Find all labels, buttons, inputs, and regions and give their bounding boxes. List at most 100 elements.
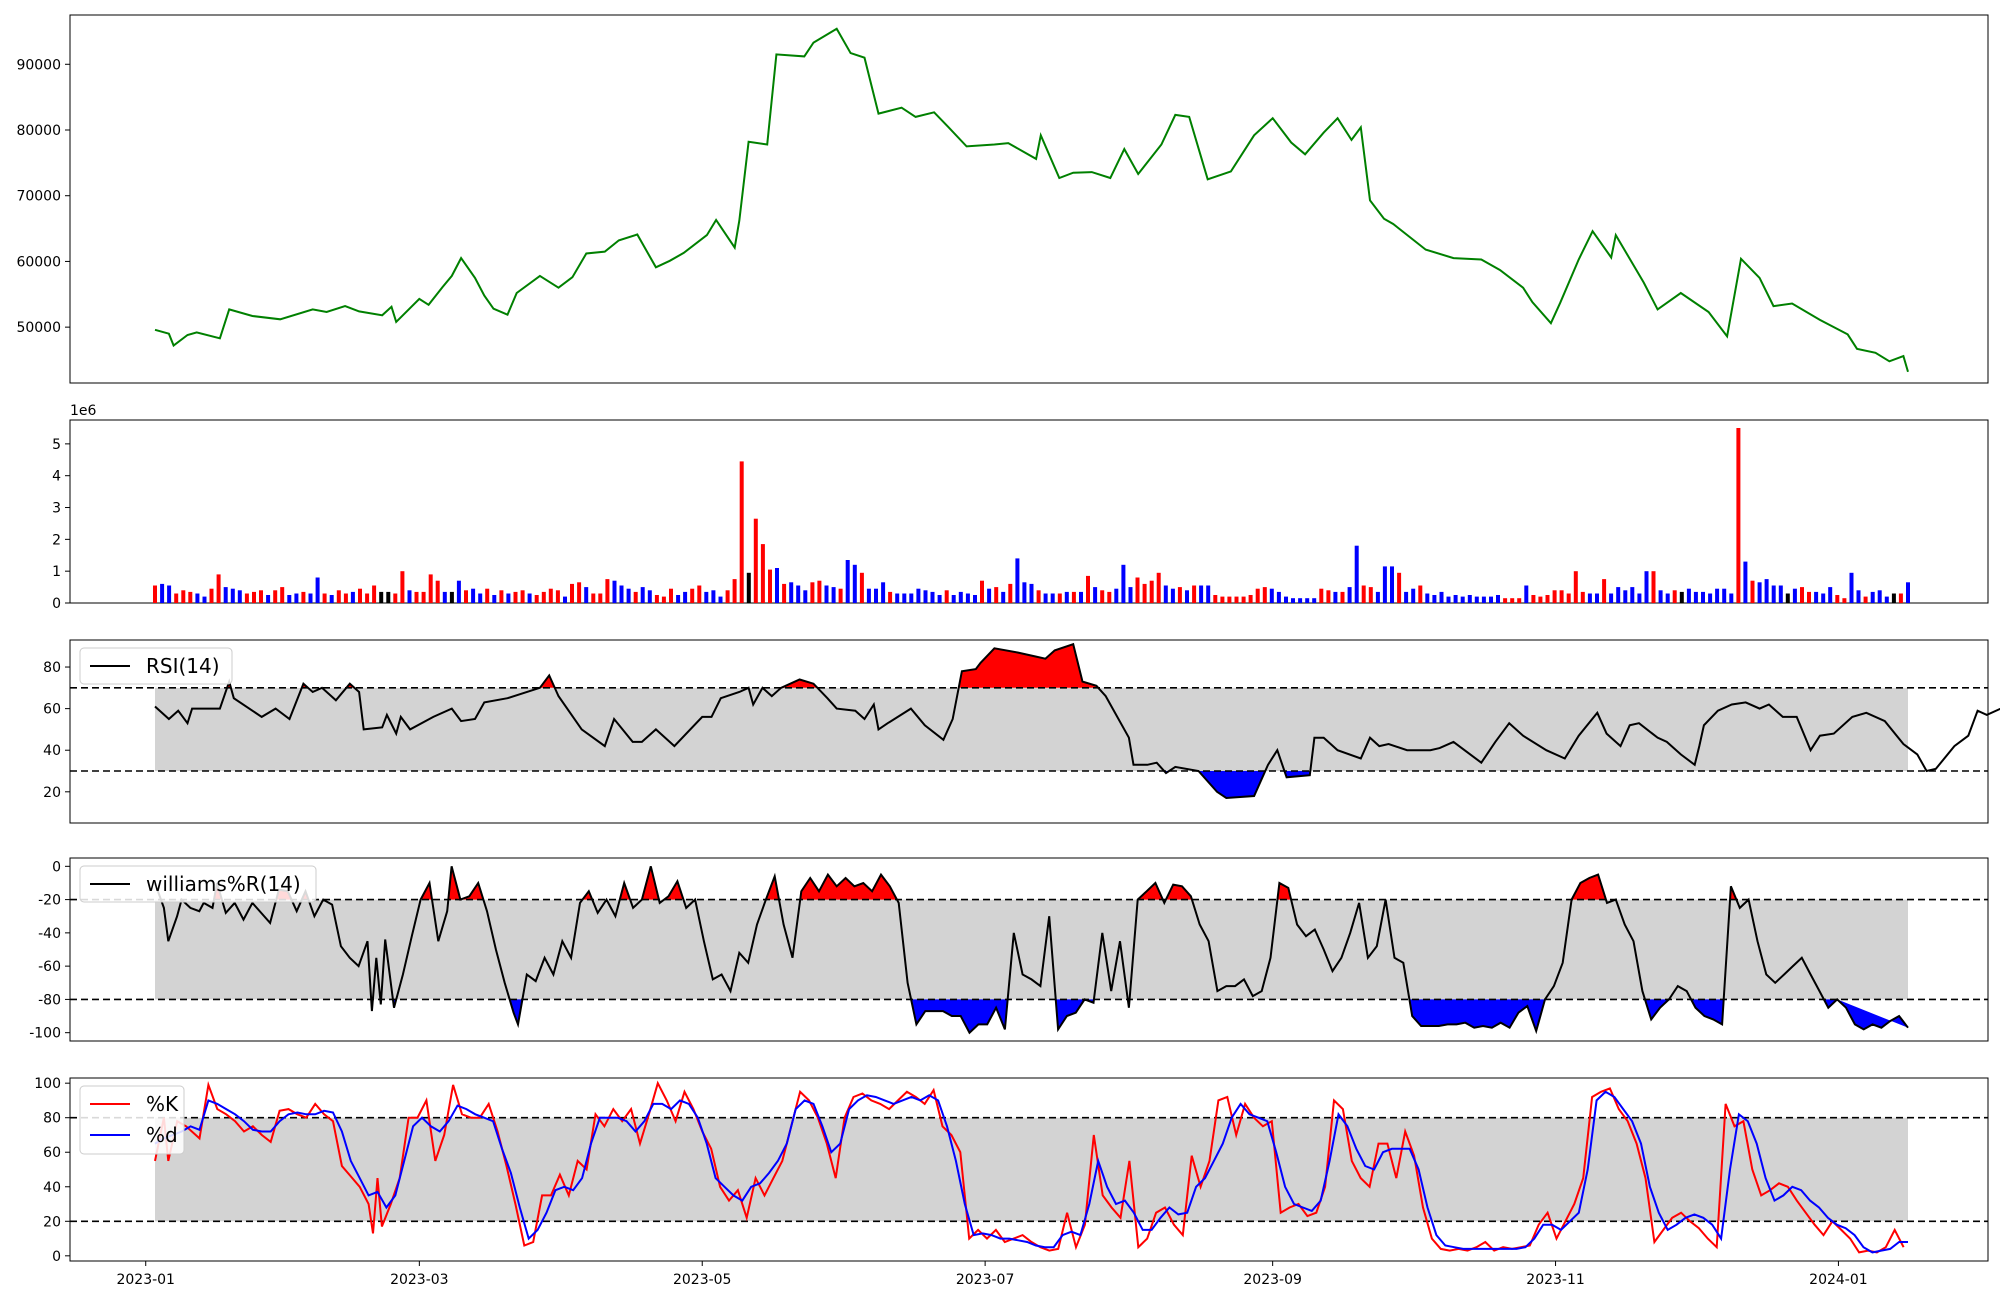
volume-bar (1220, 596, 1225, 603)
volume-bar (725, 590, 730, 603)
volume-bar (1319, 588, 1324, 603)
volume-bar (1368, 587, 1373, 603)
volume-bar (739, 461, 744, 603)
williams-overbought-fill (1277, 883, 1292, 900)
volume-bar (1086, 575, 1090, 603)
x-tick-label: 2023-01 (116, 1272, 175, 1288)
volume-bar (1057, 593, 1062, 603)
stochastic-tick-label: 60 (43, 1145, 61, 1161)
volume-bar (1679, 591, 1684, 603)
volume-bar (598, 593, 603, 603)
volume-bar (195, 593, 200, 603)
volume-bar (803, 590, 808, 603)
volume-bar (1255, 588, 1260, 603)
stochastic-line (154, 1090, 1908, 1254)
volume-bar (937, 595, 942, 603)
volume-bar (1425, 593, 1430, 603)
rsi-layer: 20 40 60 80 (43, 642, 2000, 801)
volume-bar (647, 590, 652, 603)
volume-bar (407, 590, 412, 603)
volume-bar (1163, 585, 1168, 603)
volume-bar (1276, 591, 1281, 603)
volume-bar (414, 591, 419, 603)
volume-bar (1665, 593, 1670, 603)
volume-bar (1015, 558, 1020, 603)
volume-bar (1658, 590, 1663, 603)
stochastic-panel: 0 20 40 60 80 100 %K %d (34, 1076, 1989, 1265)
price-plot-area (69, 14, 1989, 384)
williams-legend: williams%R(14) (79, 865, 317, 903)
volume-bar (796, 585, 801, 603)
volume-bar (1291, 598, 1295, 603)
volume-bar (1411, 588, 1416, 603)
volume-bar (1891, 593, 1896, 603)
x-tick-label: 2023-05 (673, 1272, 732, 1288)
volume-bar (520, 590, 525, 603)
rsi-oversold-fill (1198, 771, 1266, 798)
volume-bar (1686, 588, 1691, 603)
volume-bar (1029, 583, 1034, 603)
volume-bar (350, 591, 355, 603)
volume-bar (1757, 582, 1762, 603)
volume-bar (266, 595, 271, 603)
volume-bar (358, 588, 362, 603)
volume-bar (492, 595, 497, 603)
williams-overbought-fill (1571, 874, 1606, 900)
volume-bar (1248, 595, 1253, 603)
volume-bar (669, 588, 673, 603)
volume-tick-label: 5 (52, 437, 61, 453)
volume-bar (987, 588, 992, 603)
volume-bar (223, 587, 228, 603)
williams-overbought-fill (619, 883, 631, 900)
volume-bar (1729, 593, 1734, 603)
volume-bar (1693, 591, 1698, 603)
volume-bar (1785, 593, 1790, 603)
volume-bar (1135, 577, 1140, 603)
volume-bar (1284, 596, 1288, 603)
volume-bar (1121, 564, 1126, 603)
volume-bar (584, 587, 589, 603)
volume-bar (902, 593, 907, 603)
volume-tick-label: 2 (52, 532, 61, 548)
volume-bar (1736, 428, 1741, 603)
williams-tick-label: -20 (38, 893, 61, 909)
stochastic-layer: 0 20 40 60 80 100 (34, 1076, 1988, 1265)
volume-bar (1884, 596, 1889, 603)
rsi-legend-label: RSI(14) (146, 654, 220, 678)
volume-bar (1708, 593, 1713, 603)
williams-oversold-fill (1409, 999, 1545, 1031)
volume-bar (760, 544, 765, 603)
volume-bar (216, 574, 221, 603)
volume-bar (1354, 545, 1359, 603)
price-tick-label: 80000 (16, 123, 61, 139)
volume-bar (633, 591, 638, 603)
volume-bar (1835, 595, 1840, 603)
volume-bar (1064, 591, 1069, 603)
volume-bar (1390, 566, 1394, 603)
williams-overbought-fill (641, 866, 659, 900)
x-tick-label: 2023-07 (956, 1272, 1015, 1288)
volume-bar (485, 588, 490, 603)
volume-bar (1531, 595, 1536, 603)
volume-bar (817, 580, 822, 603)
volume-bar (958, 591, 963, 603)
volume-bar (1340, 591, 1345, 603)
volume-bar (1503, 598, 1508, 603)
williams-band (155, 899, 1908, 1000)
volume-bar (782, 583, 787, 603)
volume-bar (1856, 590, 1861, 603)
volume-bar (718, 596, 723, 603)
rsi-legend-box (79, 647, 233, 685)
volume-bar (301, 591, 306, 603)
rsi-panel: 20 40 60 80 RSI(14) (43, 639, 2000, 824)
williams-overbought-fill (460, 883, 484, 900)
volume-bar (1651, 571, 1656, 603)
volume-bar (1397, 572, 1402, 603)
volume-bar (1326, 590, 1331, 603)
volume-bar (570, 583, 574, 603)
volume-bar (1510, 598, 1515, 603)
williams-panel: 0 -20 -40 -60 -80 -100 williams%R(14) (29, 857, 1989, 1042)
volume-bar (1828, 587, 1833, 603)
volume-bar (343, 593, 348, 603)
volume-bar (1538, 596, 1543, 603)
